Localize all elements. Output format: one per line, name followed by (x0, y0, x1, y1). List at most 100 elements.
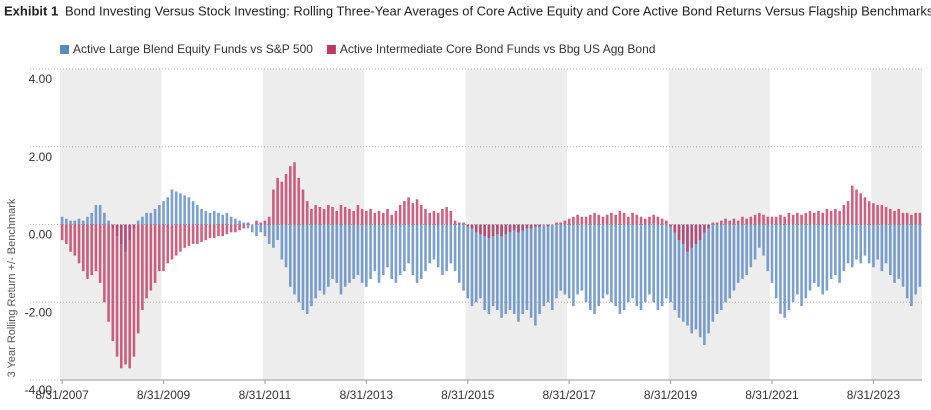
bar (250, 224, 254, 233)
bar (804, 212, 808, 225)
bar (812, 224, 816, 283)
bar (335, 224, 339, 283)
bar (428, 212, 432, 225)
bar (255, 220, 258, 225)
bar (660, 224, 664, 307)
bar (141, 224, 144, 311)
bar (386, 224, 389, 268)
bar (787, 224, 791, 311)
bar (60, 224, 64, 241)
bar (65, 224, 68, 244)
bar (656, 216, 660, 225)
bar (77, 224, 81, 264)
y-tick-label: 0.00 (29, 228, 53, 242)
chart-title: Bond Investing Versus Stock Investing: R… (65, 3, 931, 18)
bar (703, 224, 706, 346)
bar (897, 224, 901, 279)
bar (483, 224, 486, 311)
bar (428, 224, 432, 264)
bar (601, 224, 605, 299)
bar (365, 224, 368, 287)
bar (872, 224, 875, 268)
bar (665, 224, 668, 299)
bar (204, 224, 208, 241)
bar (229, 216, 233, 225)
bar (267, 224, 271, 244)
bar (914, 224, 917, 295)
legend-label: Active Intermediate Core Bond Funds vs B… (340, 42, 656, 56)
bar (639, 224, 643, 311)
bar (157, 205, 161, 225)
bar (356, 224, 360, 276)
bar (538, 224, 541, 227)
bar (817, 224, 820, 287)
bar (204, 210, 208, 225)
bar (424, 224, 427, 272)
bar (635, 214, 639, 225)
bar (791, 224, 795, 303)
bar (622, 224, 626, 311)
bar (474, 224, 478, 303)
bar (652, 224, 655, 303)
bar (263, 220, 267, 225)
bar (525, 224, 529, 311)
bar (796, 212, 799, 225)
bar (436, 212, 440, 225)
bar (732, 218, 736, 225)
bar (584, 216, 588, 225)
bar (842, 224, 846, 272)
bar (272, 189, 275, 225)
bar (208, 224, 212, 239)
bar (77, 218, 81, 225)
bar (352, 224, 355, 279)
bar (94, 205, 98, 225)
bar (390, 214, 394, 225)
bar (639, 216, 643, 225)
bar (288, 224, 292, 287)
bar (196, 205, 199, 225)
bar (648, 216, 651, 225)
bar (276, 224, 279, 241)
x-tick-label: 8/31/2009 (137, 388, 191, 402)
bar (136, 224, 140, 334)
bar (187, 224, 191, 246)
bar (855, 224, 858, 260)
bar (745, 224, 748, 276)
bar (238, 224, 241, 231)
bar (373, 224, 377, 272)
bar (863, 197, 867, 225)
bar (221, 224, 224, 237)
bar (369, 224, 372, 279)
bar (867, 224, 871, 264)
bar (749, 216, 753, 225)
bar (369, 208, 372, 225)
bar (479, 224, 482, 299)
bar (546, 224, 550, 303)
bar (741, 224, 744, 279)
bar (614, 214, 617, 225)
bar (474, 224, 478, 233)
bar (174, 191, 178, 225)
x-tick-label: 8/31/2007 (35, 388, 89, 402)
bar (834, 224, 837, 276)
bar (627, 216, 630, 225)
bar (81, 220, 85, 225)
bar (462, 222, 465, 225)
bar (576, 224, 579, 295)
bar (880, 224, 884, 272)
bar (918, 224, 922, 287)
bar (301, 224, 305, 311)
bar (715, 222, 719, 225)
bar (889, 208, 892, 225)
bar (631, 224, 634, 299)
bar (445, 224, 448, 272)
bar (770, 224, 774, 283)
bar (542, 224, 546, 307)
bar (496, 224, 499, 235)
bar (724, 218, 727, 225)
bar (424, 208, 427, 225)
bar (483, 224, 486, 237)
bar (846, 201, 850, 225)
bar (432, 210, 436, 225)
